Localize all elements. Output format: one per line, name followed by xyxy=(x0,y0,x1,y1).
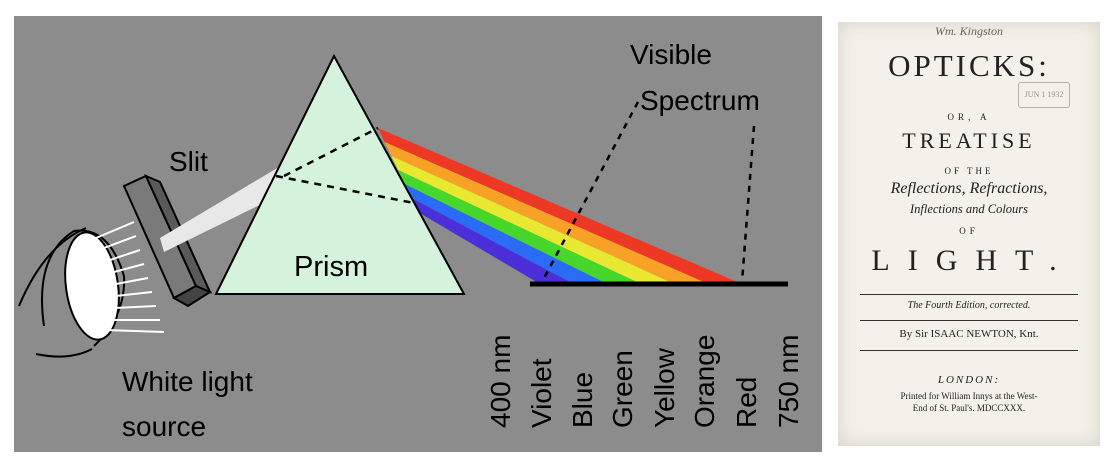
band-red xyxy=(378,128,742,284)
subjects-line2: Inflections and Colours xyxy=(909,202,1029,216)
prism-shape xyxy=(214,53,466,295)
wavelength-min-label: 400 nm xyxy=(485,335,516,428)
color-label-red: Red xyxy=(731,377,762,428)
signature: Wm. Kingston xyxy=(934,24,1003,38)
diagram-canvas: Slit Prism White light source Visible Sp… xyxy=(14,16,822,452)
refraction-path-upper xyxy=(283,126,379,178)
book-title: OPTICKS: xyxy=(888,48,1050,83)
band-violet xyxy=(411,198,574,284)
white-light-beam xyxy=(160,164,290,252)
printer-line1: Printed for William Innys at the West- xyxy=(900,391,1038,401)
prism-label: Prism xyxy=(294,251,368,283)
light-text: LIGHT. xyxy=(871,244,1075,277)
source-label-line2: source xyxy=(122,411,206,442)
printer-line2: End of St. Paul's. MDCCXXX. xyxy=(912,403,1026,413)
of-the-text: OF THE xyxy=(944,166,994,176)
printer-text: Printed for William Innys at the West- E… xyxy=(838,390,1100,414)
opticks-title-page: Wm. Kingston OPTICKS: JUN 1 1932 OR, A T… xyxy=(838,22,1100,446)
pointer-violet xyxy=(540,101,640,283)
divider xyxy=(860,294,1078,295)
wavelength-max-label: 750 nm xyxy=(773,335,804,428)
author-text: By Sir ISAAC NEWTON, Knt. xyxy=(899,328,1039,340)
visible-spectrum-label-line2: Spectrum xyxy=(640,85,760,116)
band-green xyxy=(398,170,641,284)
visible-spectrum-label-line1: Visible xyxy=(630,39,712,70)
divider xyxy=(860,320,1078,321)
color-label-orange: Orange xyxy=(689,335,720,428)
source-label-line1: White light xyxy=(122,366,253,397)
light-source-icon xyxy=(18,221,165,358)
color-label-yellow: Yellow xyxy=(649,347,680,428)
spectrum-rays xyxy=(378,128,742,284)
band-yellow xyxy=(391,156,675,284)
pointer-red xyxy=(740,125,756,283)
color-label-violet: Violet xyxy=(526,358,557,428)
band-orange xyxy=(384,142,709,284)
of-text: OF xyxy=(959,226,979,236)
refraction-path-lower xyxy=(275,174,415,205)
city-text: LONDON: xyxy=(937,374,1001,386)
slit-label: Slit xyxy=(169,146,208,177)
subjects-line1: Reflections, Refractions, xyxy=(890,180,1048,197)
band-blue xyxy=(404,184,608,284)
divider xyxy=(860,350,1078,351)
library-stamp: JUN 1 1932 xyxy=(1018,82,1070,108)
or-a-text: OR, A xyxy=(947,112,991,122)
prism-spectrum-diagram: Slit Prism White light source Visible Sp… xyxy=(14,16,822,452)
edition-text: The Fourth Edition, corrected. xyxy=(907,300,1031,311)
treatise-text: TREATISE xyxy=(902,128,1036,153)
color-label-blue: Blue xyxy=(567,372,598,428)
color-label-green: Green xyxy=(607,350,638,428)
